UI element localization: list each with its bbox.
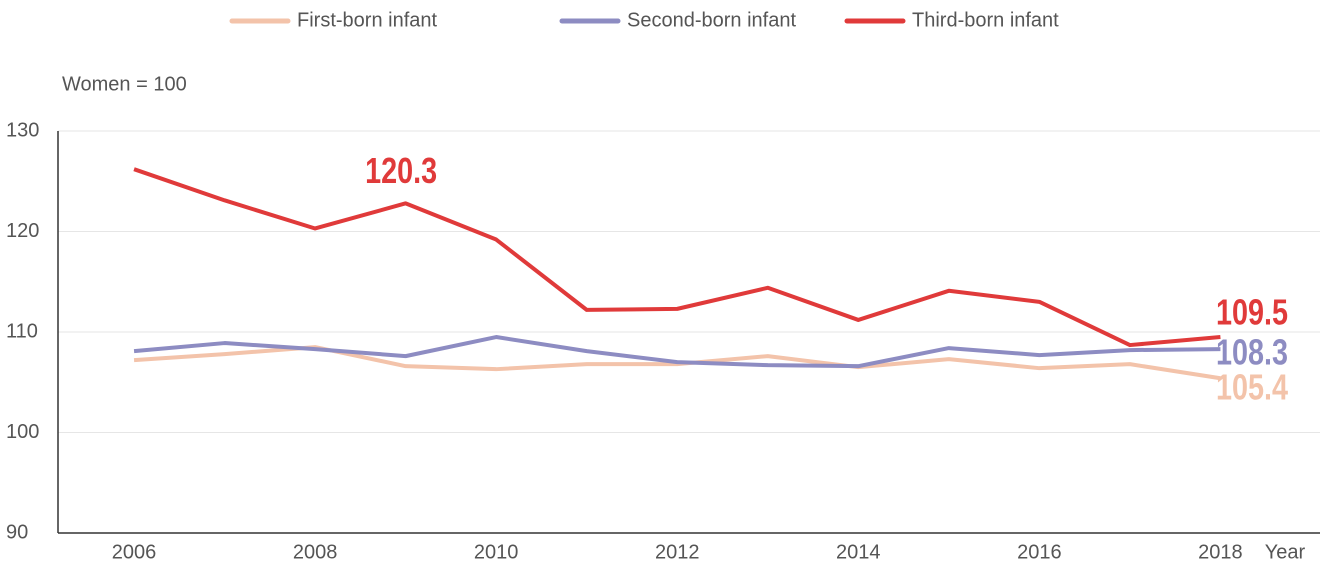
legend-label: Third-born infant — [912, 9, 1059, 31]
y-tick-label: 90 — [6, 521, 28, 543]
x-tick-label: 2008 — [293, 541, 338, 563]
data-label: 109.5 — [1216, 292, 1288, 333]
series-line — [133, 167, 1221, 348]
data-label: 108.3 — [1216, 332, 1288, 373]
x-tick-label: 2018 — [1198, 541, 1243, 563]
data-label: 105.4 — [1216, 367, 1288, 408]
x-axis-label: Year — [1265, 541, 1306, 563]
x-tick-label: 2014 — [836, 541, 881, 563]
data-label: 120.3 — [365, 150, 437, 191]
legend-label: First-born infant — [297, 9, 437, 31]
y-tick-label: 110 — [6, 320, 38, 342]
series-line — [133, 335, 1221, 369]
series-line — [133, 345, 1221, 381]
y-tick-label: 120 — [6, 220, 39, 242]
x-tick-label: 2012 — [655, 541, 700, 563]
legend-label: Second-born infant — [627, 9, 796, 31]
y-tick-label: 100 — [6, 421, 39, 443]
y-axis-label: Women = 100 — [62, 73, 187, 95]
x-tick-label: 2016 — [1017, 541, 1062, 563]
x-tick-label: 2006 — [112, 541, 157, 563]
x-tick-label: 2010 — [474, 541, 519, 563]
y-tick-label: 130 — [6, 119, 39, 141]
